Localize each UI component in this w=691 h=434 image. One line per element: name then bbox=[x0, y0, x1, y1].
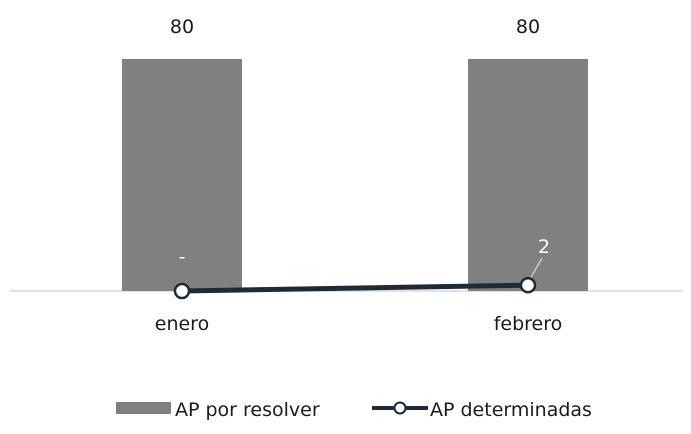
x-tick-labels: enero febrero bbox=[155, 313, 563, 335]
leader-line-febrero bbox=[530, 257, 543, 278]
bar-value-label-enero: 80 bbox=[170, 16, 194, 38]
line-point-febrero bbox=[519, 276, 537, 294]
line-value-label-febrero: 2 bbox=[538, 236, 550, 258]
bar-febrero bbox=[468, 59, 588, 291]
bar-enero bbox=[122, 59, 242, 291]
line-path bbox=[181, 282, 529, 294]
line-value-label-enero: - bbox=[179, 246, 186, 268]
legend-swatch-marker bbox=[393, 401, 407, 415]
line-point-enero bbox=[173, 282, 191, 300]
legend: AP por resolver AP determinadas bbox=[116, 399, 592, 421]
legend-swatch-bar bbox=[116, 402, 171, 414]
bar-value-label-febrero: 80 bbox=[516, 16, 540, 38]
x-tick-label-enero: enero bbox=[155, 313, 209, 335]
bar-series bbox=[122, 59, 588, 291]
legend-label-line: AP determinadas bbox=[430, 399, 592, 421]
bar-value-labels: 80 80 bbox=[170, 16, 540, 38]
x-tick-label-febrero: febrero bbox=[494, 313, 563, 335]
line-series: -2 bbox=[173, 236, 550, 300]
legend-label-bar: AP por resolver bbox=[175, 399, 320, 421]
